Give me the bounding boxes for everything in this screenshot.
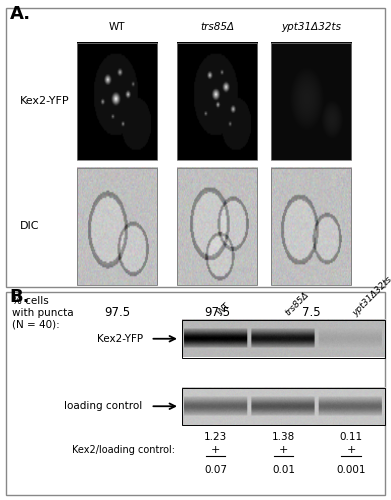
- Text: loading control: loading control: [65, 401, 143, 411]
- Text: +: +: [279, 445, 288, 455]
- Text: Kex2/loading control:: Kex2/loading control:: [72, 445, 175, 455]
- Text: 97.5: 97.5: [204, 306, 230, 319]
- Text: 1.23: 1.23: [204, 432, 227, 442]
- Bar: [177, 42, 257, 160]
- Bar: [6, 8, 385, 286]
- Text: DIC: DIC: [20, 221, 39, 231]
- Bar: [6, 292, 385, 495]
- Text: 0.07: 0.07: [204, 465, 227, 475]
- Text: trs85Δ: trs85Δ: [283, 290, 311, 318]
- Text: A.: A.: [10, 5, 31, 23]
- Text: +: +: [211, 445, 221, 455]
- Text: 1.38: 1.38: [272, 432, 295, 442]
- Bar: [271, 168, 351, 285]
- Bar: [77, 168, 157, 285]
- Text: Kex2-YFP: Kex2-YFP: [20, 96, 70, 106]
- Text: 7.5: 7.5: [301, 306, 320, 319]
- Text: 97.5: 97.5: [104, 306, 130, 319]
- Bar: [271, 42, 351, 160]
- Bar: [182, 388, 385, 425]
- Bar: [182, 320, 385, 358]
- Text: 0.01: 0.01: [272, 465, 295, 475]
- Text: ypt31Δ32ts: ypt31Δ32ts: [351, 274, 391, 318]
- Text: 0.11: 0.11: [340, 432, 363, 442]
- Text: trs85Δ: trs85Δ: [200, 22, 234, 32]
- Bar: [177, 168, 257, 285]
- Text: WT: WT: [216, 301, 232, 318]
- Text: B.: B.: [10, 288, 30, 306]
- Text: 0.001: 0.001: [337, 465, 366, 475]
- Text: Kex2-YFP: Kex2-YFP: [97, 334, 143, 344]
- Bar: [77, 42, 157, 160]
- Text: +: +: [346, 445, 356, 455]
- Text: % cells
with puncta
(N = 40):: % cells with puncta (N = 40):: [12, 296, 74, 329]
- Text: ypt31Δ32ts: ypt31Δ32ts: [281, 22, 341, 32]
- Text: WT: WT: [109, 22, 126, 32]
